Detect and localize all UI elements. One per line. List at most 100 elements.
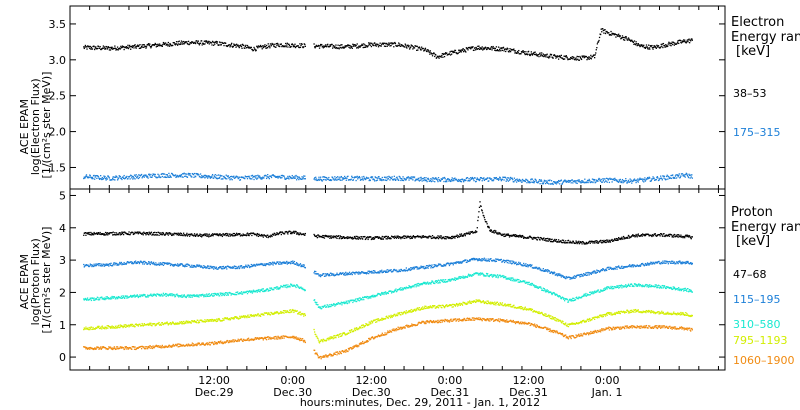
data-point: [494, 229, 496, 232]
data-point: [262, 234, 264, 236]
data-point: [429, 53, 431, 55]
data-point: [156, 44, 158, 46]
data-point: [85, 264, 88, 266]
data-point: [680, 261, 683, 264]
data-point: [651, 234, 654, 236]
data-point: [363, 46, 365, 49]
data-point: [585, 243, 587, 245]
data-point: [596, 240, 598, 242]
data-point: [575, 240, 577, 242]
data-point: [215, 41, 217, 44]
data-point: [473, 259, 475, 261]
data-point: [89, 265, 91, 267]
data-point: [505, 235, 507, 237]
data-point: [247, 233, 250, 235]
data-point: [211, 293, 213, 295]
data-point: [355, 235, 357, 238]
data-point: [430, 177, 432, 180]
data-point: [420, 176, 422, 179]
data-point: [387, 271, 389, 273]
data-point: [161, 293, 163, 296]
data-point: [238, 292, 240, 295]
data-point: [526, 54, 529, 56]
data-point: [390, 269, 392, 271]
data-point: [413, 267, 416, 269]
data-point: [212, 41, 214, 43]
data-point: [494, 260, 496, 263]
data-point: [125, 176, 127, 179]
data-point: [650, 46, 652, 48]
data-point: [333, 273, 335, 275]
data-point: [147, 177, 149, 179]
data-point: [221, 294, 223, 297]
data-point: [143, 293, 145, 296]
data-point: [107, 234, 109, 236]
data-point: [378, 176, 380, 178]
data-point: [114, 232, 116, 234]
data-point: [229, 266, 231, 268]
data-point: [506, 179, 508, 181]
data-point: [487, 225, 489, 228]
data-point: [366, 45, 369, 48]
data-point: [138, 295, 141, 298]
data-point: [131, 177, 133, 179]
data-point: [524, 53, 526, 56]
data-point: [211, 44, 213, 46]
data-point: [562, 275, 564, 277]
data-point: [161, 44, 163, 47]
data-point: [418, 179, 420, 181]
data-point: [601, 269, 603, 272]
data-point: [265, 288, 268, 291]
data-point: [90, 231, 92, 234]
data-point: [211, 234, 213, 236]
data-point: [321, 235, 323, 238]
data-point: [503, 233, 506, 235]
data-point: [268, 176, 270, 178]
data-point: [139, 294, 141, 296]
data-point: [564, 179, 566, 181]
data-point: [478, 258, 481, 260]
data-point: [448, 178, 451, 181]
data-point: [152, 233, 154, 236]
data-point: [119, 232, 121, 234]
data-point: [273, 288, 275, 291]
data-point: [446, 52, 448, 54]
data-point: [264, 44, 266, 46]
data-point: [538, 267, 541, 269]
data-point: [410, 269, 412, 271]
data-point: [544, 270, 546, 273]
data-point: [657, 45, 660, 47]
data-point: [210, 176, 213, 179]
data-point: [324, 44, 327, 46]
data-point: [379, 179, 381, 181]
data-point: [360, 178, 363, 181]
data-point: [197, 42, 199, 44]
data-point: [568, 242, 571, 244]
data-point: [330, 237, 333, 239]
data-point: [291, 177, 293, 179]
data-point: [244, 177, 246, 180]
data-point: [506, 233, 508, 235]
data-point: [283, 284, 286, 287]
data-point: [175, 43, 177, 45]
data-point: [639, 264, 641, 266]
data-point: [223, 267, 226, 270]
data-point: [232, 45, 234, 48]
data-point: [297, 176, 299, 178]
data-point: [297, 45, 299, 47]
data-point: [402, 237, 404, 239]
data-point: [119, 234, 121, 236]
data-point: [343, 236, 345, 238]
data-point: [431, 55, 434, 57]
data-point: [188, 235, 191, 237]
data-point: [255, 265, 257, 267]
data-point: [622, 238, 624, 240]
data-point: [121, 45, 124, 47]
data-point: [413, 47, 416, 49]
data-point: [672, 236, 674, 238]
data-point: [652, 176, 654, 178]
data-point: [152, 294, 155, 297]
data-point: [280, 43, 282, 45]
data-point: [683, 235, 685, 238]
data-point: [293, 262, 295, 265]
